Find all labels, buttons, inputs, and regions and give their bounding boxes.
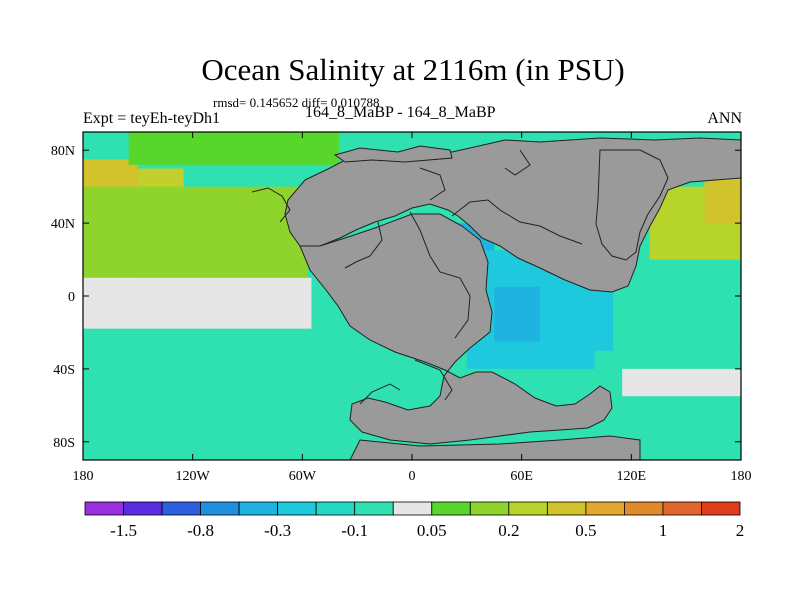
landmass-antarctic-shelf <box>349 435 641 460</box>
colorbar-swatch <box>200 501 240 516</box>
colorbar-tick-label: 0.05 <box>417 521 447 540</box>
colorbar-swatch <box>354 501 394 516</box>
region-southern-neutral-east <box>622 368 741 397</box>
colorbar-swatch <box>585 501 625 516</box>
colorbar-swatch <box>161 501 201 516</box>
region-arabian-west <box>494 286 540 342</box>
x-tick-label: 60W <box>289 469 317 484</box>
colorbar-swatch <box>123 501 163 516</box>
colorbar-tick-label: -1.5 <box>110 521 137 540</box>
x-tick-label: 180 <box>731 469 752 484</box>
coastline-line <box>409 211 471 339</box>
colorbar-swatch <box>277 501 317 516</box>
coastline-line <box>419 167 446 201</box>
colorbar-swatch <box>508 501 548 516</box>
x-tick-label: 0 <box>409 469 416 484</box>
colorbar-tick-label: -0.3 <box>264 521 291 540</box>
region-tropical-pacific <box>83 277 312 329</box>
region-south-pacific <box>83 328 358 460</box>
colorbar-tick-label: 2 <box>736 521 745 540</box>
x-tick-label: 60E <box>510 469 533 484</box>
landmass-group <box>284 137 741 460</box>
x-tick-label: 120W <box>176 469 211 484</box>
coastline-details <box>251 149 583 405</box>
coastline-line <box>251 187 291 223</box>
season-label: ANN <box>707 110 742 127</box>
colorbar-swatch <box>84 501 124 516</box>
colorbar-swatch <box>431 501 471 516</box>
colorbar-tick-label: -0.1 <box>341 521 368 540</box>
coastline-line <box>359 383 401 405</box>
axes: 180 120W 60W 0 60E 120E 180 80N 40N 0 40S 80S <box>51 132 752 484</box>
colorbar-swatch <box>469 501 510 516</box>
rmsd-diff-label: rmsd= 0.145652 diff= 0.010788 <box>213 95 380 110</box>
x-tick-label: 120E <box>617 469 647 484</box>
colorbar-swatch <box>238 501 279 516</box>
colorbar-swatch <box>392 501 433 516</box>
y-tick-label: 40S <box>53 363 75 378</box>
landmass-arctic-patch <box>333 145 453 163</box>
landmass-east-asia <box>595 149 669 261</box>
plot-title: Ocean Salinity at 2116m (in PSU) <box>201 52 625 87</box>
region-arctic-green <box>128 132 339 165</box>
coastline-line <box>414 359 453 401</box>
y-tick-label: 80N <box>51 144 75 159</box>
colorbar-tick-label: 0.2 <box>498 521 519 540</box>
experiment-label: Expt = teyEh-teyDh1 <box>83 110 220 127</box>
colorbar-swatch <box>662 501 702 516</box>
colorbar-swatch <box>701 501 741 516</box>
colorbar-swatch <box>624 501 664 516</box>
period-label: 164_8_MaBP - 164_8_MaBP <box>305 104 496 121</box>
y-tick-label: 40N <box>51 217 75 232</box>
colorbar-tick-label: 1 <box>659 521 668 540</box>
landmass-gondwana <box>299 213 613 445</box>
colorbar-tick-label: -0.8 <box>187 521 214 540</box>
colorbar-swatch <box>546 501 587 516</box>
x-tick-label: 180 <box>73 469 94 484</box>
region-north-pacific-green <box>83 186 308 278</box>
y-tick-label: 0 <box>68 290 75 305</box>
y-tick-label: 80S <box>53 436 75 451</box>
colorbar-labels: -1.5 -0.8 -0.3 -0.1 0.05 0.2 0.5 1 2 <box>110 521 744 540</box>
coastline-line <box>504 149 531 176</box>
coastline-line <box>344 221 383 269</box>
colorbar-swatch <box>315 501 356 516</box>
colorbar <box>84 501 741 516</box>
coastline-line <box>451 199 583 245</box>
colorbar-tick-label: 0.5 <box>575 521 596 540</box>
